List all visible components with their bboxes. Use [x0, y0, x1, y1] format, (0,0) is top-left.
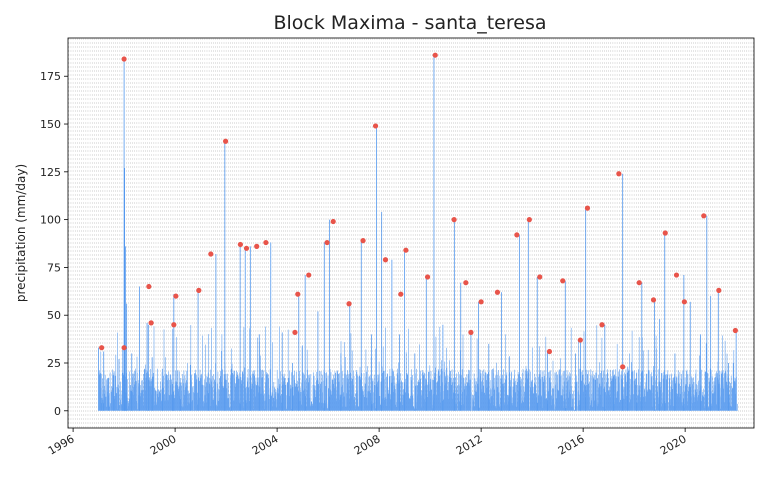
maxima-layer — [99, 52, 738, 370]
maxima-point — [478, 299, 484, 305]
maxima-point — [306, 272, 312, 278]
x-tick-label: 2020 — [658, 432, 689, 457]
maxima-point — [616, 171, 622, 177]
y-axis-label: precipitation (mm/day) — [14, 164, 28, 302]
plot-frame — [67, 37, 755, 429]
x-tick-label: 2008 — [352, 432, 383, 457]
maxima-point — [398, 291, 404, 297]
y-tick-label: 0 — [54, 405, 61, 418]
y-tick-label: 25 — [47, 357, 61, 370]
maxima-point — [463, 280, 469, 286]
maxima-point — [243, 245, 250, 251]
maxima-point — [196, 287, 202, 293]
maxima-point — [584, 205, 591, 211]
maxima-point — [681, 299, 687, 305]
x-tick-label: 2016 — [556, 432, 587, 457]
maxima-point — [468, 329, 474, 336]
maxima-point — [223, 138, 229, 144]
maxima-point — [372, 123, 379, 129]
y-tick-label: 150 — [40, 118, 61, 131]
maxima-point — [716, 287, 722, 293]
y-tick-label: 175 — [40, 70, 61, 83]
y-tick-label: 100 — [40, 214, 61, 227]
x-tick-label: 1996 — [46, 432, 77, 457]
x-axis: 1996 2000 2004 2008 2012 2016 2020 — [46, 428, 689, 458]
maxima-point — [432, 52, 438, 58]
maxima-point — [526, 217, 532, 223]
maxima-point — [121, 345, 127, 351]
maxima-point — [330, 218, 336, 225]
maxima-point — [546, 348, 553, 355]
y-tick-label: 125 — [40, 166, 61, 179]
chart-title: Block Maxima - santa_teresa — [273, 12, 546, 34]
y-tick-label: 75 — [47, 261, 61, 274]
x-tick-label: 2012 — [454, 432, 485, 457]
maxima-point — [208, 251, 214, 257]
maxima-point — [662, 230, 668, 236]
maxima-point — [424, 274, 431, 280]
maxima-point — [599, 322, 605, 328]
maxima-point — [171, 322, 177, 328]
maxima-point — [537, 274, 543, 280]
maxima-point — [148, 320, 154, 326]
maxima-point — [577, 337, 583, 343]
maxima-point — [382, 257, 389, 263]
maxima-point — [295, 291, 301, 297]
maxima-point — [324, 239, 330, 246]
grid-layer — [68, 38, 754, 428]
maxima-point — [636, 280, 642, 286]
maxima-point — [403, 247, 409, 253]
maxima-point — [514, 232, 520, 238]
maxima-point — [346, 301, 352, 307]
maxima-point — [99, 345, 105, 351]
series-layer — [98, 55, 738, 411]
maxima-point — [146, 283, 152, 290]
maxima-point — [701, 213, 707, 219]
maxima-point — [237, 241, 243, 248]
x-tick-label: 2000 — [148, 432, 179, 457]
maxima-point — [254, 243, 260, 249]
maxima-point — [360, 238, 366, 244]
maxima-point — [263, 239, 269, 246]
maxima-point — [620, 364, 626, 370]
daily-precipitation-bars — [98, 325, 738, 411]
maxima-point — [451, 217, 457, 223]
maxima-point — [650, 297, 657, 303]
maxima-point — [560, 278, 566, 284]
x-tick-label: 2004 — [250, 432, 281, 457]
maxima-point — [292, 329, 298, 336]
maxima-point — [173, 293, 179, 299]
maxima-point — [673, 272, 680, 278]
y-axis: 0 25 50 75 100 125 150 175 — [40, 70, 68, 418]
maxima-point — [494, 289, 501, 295]
maxima-point — [732, 327, 738, 334]
maxima-point — [121, 56, 127, 62]
y-tick-label: 50 — [47, 309, 61, 322]
